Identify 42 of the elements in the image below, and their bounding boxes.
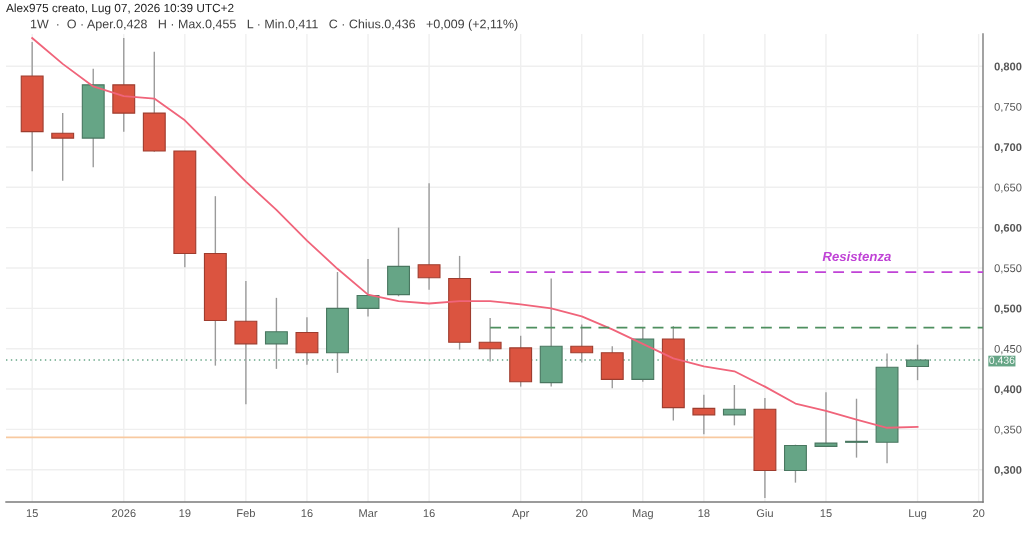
candlestick xyxy=(417,182,441,291)
y-tick-label: 0,800 xyxy=(994,62,1022,73)
candlestick xyxy=(570,323,594,364)
x-tick-label: Lug xyxy=(909,509,927,520)
candlestick xyxy=(234,280,258,406)
candlestick xyxy=(814,391,838,448)
y-tick-label: 0,400 xyxy=(994,385,1022,395)
x-tick-label: 2026 xyxy=(111,509,136,518)
candlestick xyxy=(356,258,380,318)
y-tick-label: 0,700 xyxy=(994,143,1022,153)
x-tick-label: 19 xyxy=(179,509,191,518)
y-tick-label: 0,750 xyxy=(994,102,1022,113)
y-tick-label: 0,350 xyxy=(994,425,1022,435)
chart-title: 1W · O · Aper.0,428 H · Max.0,455 L · Min.0,411 C · Chius.0,436 +0,009 (+2,11%) xyxy=(30,19,518,31)
y-tick-label: 0,650 xyxy=(994,183,1022,193)
x-tick-label: 16 xyxy=(301,509,313,518)
x-tick-label: Mar xyxy=(359,509,378,518)
y-tick-label: 0,600 xyxy=(994,223,1022,234)
y-tick-label: 0,500 xyxy=(994,304,1022,315)
x-tick-label: 15 xyxy=(820,509,832,518)
x-tick-label: 20 xyxy=(576,509,588,518)
x-tick-label: 15 xyxy=(26,509,38,518)
x-tick-label: 20 xyxy=(973,509,985,518)
ref-line-label: 0,436 xyxy=(989,356,1015,366)
y-tick-label: 0,450 xyxy=(994,344,1022,355)
y-tick-label: 0,550 xyxy=(994,264,1022,274)
x-tick-label: 18 xyxy=(698,509,710,518)
candlestick xyxy=(692,393,716,435)
x-tick-label: Giu xyxy=(756,508,773,518)
y-tick-label: 0,300 xyxy=(994,465,1022,476)
candlestick xyxy=(51,112,75,182)
candlestick xyxy=(478,317,502,363)
x-tick-label: Apr xyxy=(512,509,530,520)
candlestick xyxy=(722,384,746,427)
text: Alex975 creato, Lug 07, 2026 10:39 UTC+2 xyxy=(6,3,234,15)
x-tick-label: Mag xyxy=(632,509,653,520)
candlestick xyxy=(845,398,868,459)
candlestick xyxy=(295,316,319,366)
x-tick-label: Feb xyxy=(237,508,255,518)
line-series xyxy=(31,37,919,429)
series-label: Resistenza xyxy=(822,251,891,262)
x-tick-label: 16 xyxy=(423,509,435,518)
